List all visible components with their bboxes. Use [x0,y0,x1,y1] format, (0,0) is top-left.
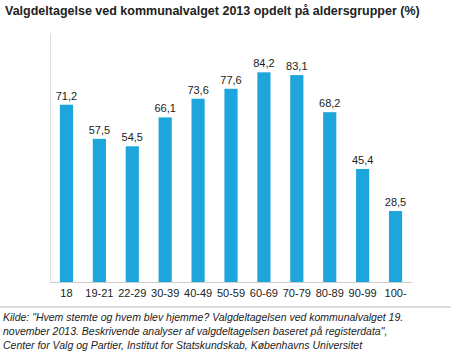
data-label: 45,4 [352,154,373,166]
x-tick: 18 [60,282,72,299]
x-tick-label: 70-79 [283,287,311,299]
chart: Valgdeltagelse ved kommunalvalget 2013 o… [0,0,451,358]
x-tick-label: 22-29 [118,287,146,299]
bar [93,139,106,282]
x-tick: 80-89 [316,282,344,299]
bar [389,211,402,282]
bar [290,75,303,282]
source-line: Center for Valg og Partier, Institut for… [3,339,363,351]
source-line: Kilde: "Hvem stemte og hvem blev hjemme?… [3,311,403,323]
data-label: 68,2 [319,97,340,109]
y-axis [50,34,51,283]
x-tick: 50-59 [217,282,245,299]
data-label: 84,2 [253,57,274,69]
separator [0,307,451,308]
x-axis: 18 19-21 22-29 30-39 40-49 50-59 60-69 70-79 80-… [51,282,413,299]
data-label: 66,1 [154,102,175,114]
data-label: 73,6 [187,84,208,96]
x-tick-label: 18 [60,287,72,299]
source-line: november 2013. Beskrivende analyser af v… [3,325,387,337]
bars [60,72,402,282]
x-tick: 40-49 [184,282,212,299]
x-tick-label: 19-21 [85,287,113,299]
bar [60,105,73,282]
source: Kilde: "Hvem stemte og hvem blev hjemme?… [3,311,403,351]
data-label: 71,2 [56,90,77,102]
data-label: 83,1 [286,60,307,72]
bar [126,146,139,282]
bar [257,72,270,282]
data-label: 77,6 [220,74,241,86]
x-tick-label: 40-49 [184,287,212,299]
data-label: 28,5 [385,196,406,208]
bar [159,117,172,282]
x-tick: 22-29 [118,282,146,299]
bar [224,89,237,282]
bar [356,169,369,282]
x-tick: 60-69 [250,282,278,299]
x-tick: 90-99 [349,282,377,299]
x-tick-label: 80-89 [316,287,344,299]
x-tick: 70-79 [283,282,311,299]
bar [192,99,205,282]
x-tick-label: 100- [385,287,407,299]
title: Valgdeltagelse ved kommunalvalget 2013 o… [5,4,420,18]
x-tick-label: 60-69 [250,287,278,299]
x-axis-line [51,282,413,283]
x-tick: 30-39 [151,282,179,299]
x-tick: 100- [385,282,407,299]
x-tick-label: 90-99 [349,287,377,299]
y-axis-line [50,34,51,283]
x-tick-label: 50-59 [217,287,245,299]
bar [323,112,336,282]
data-label: 54,5 [122,131,143,143]
data-labels: 71,2 57,5 54,5 66,1 73,6 77,6 84,2 83,1 68,2 45,4… [56,57,407,208]
data-label: 57,5 [89,124,110,136]
x-tick: 19-21 [85,282,113,299]
x-tick-label: 30-39 [151,287,179,299]
